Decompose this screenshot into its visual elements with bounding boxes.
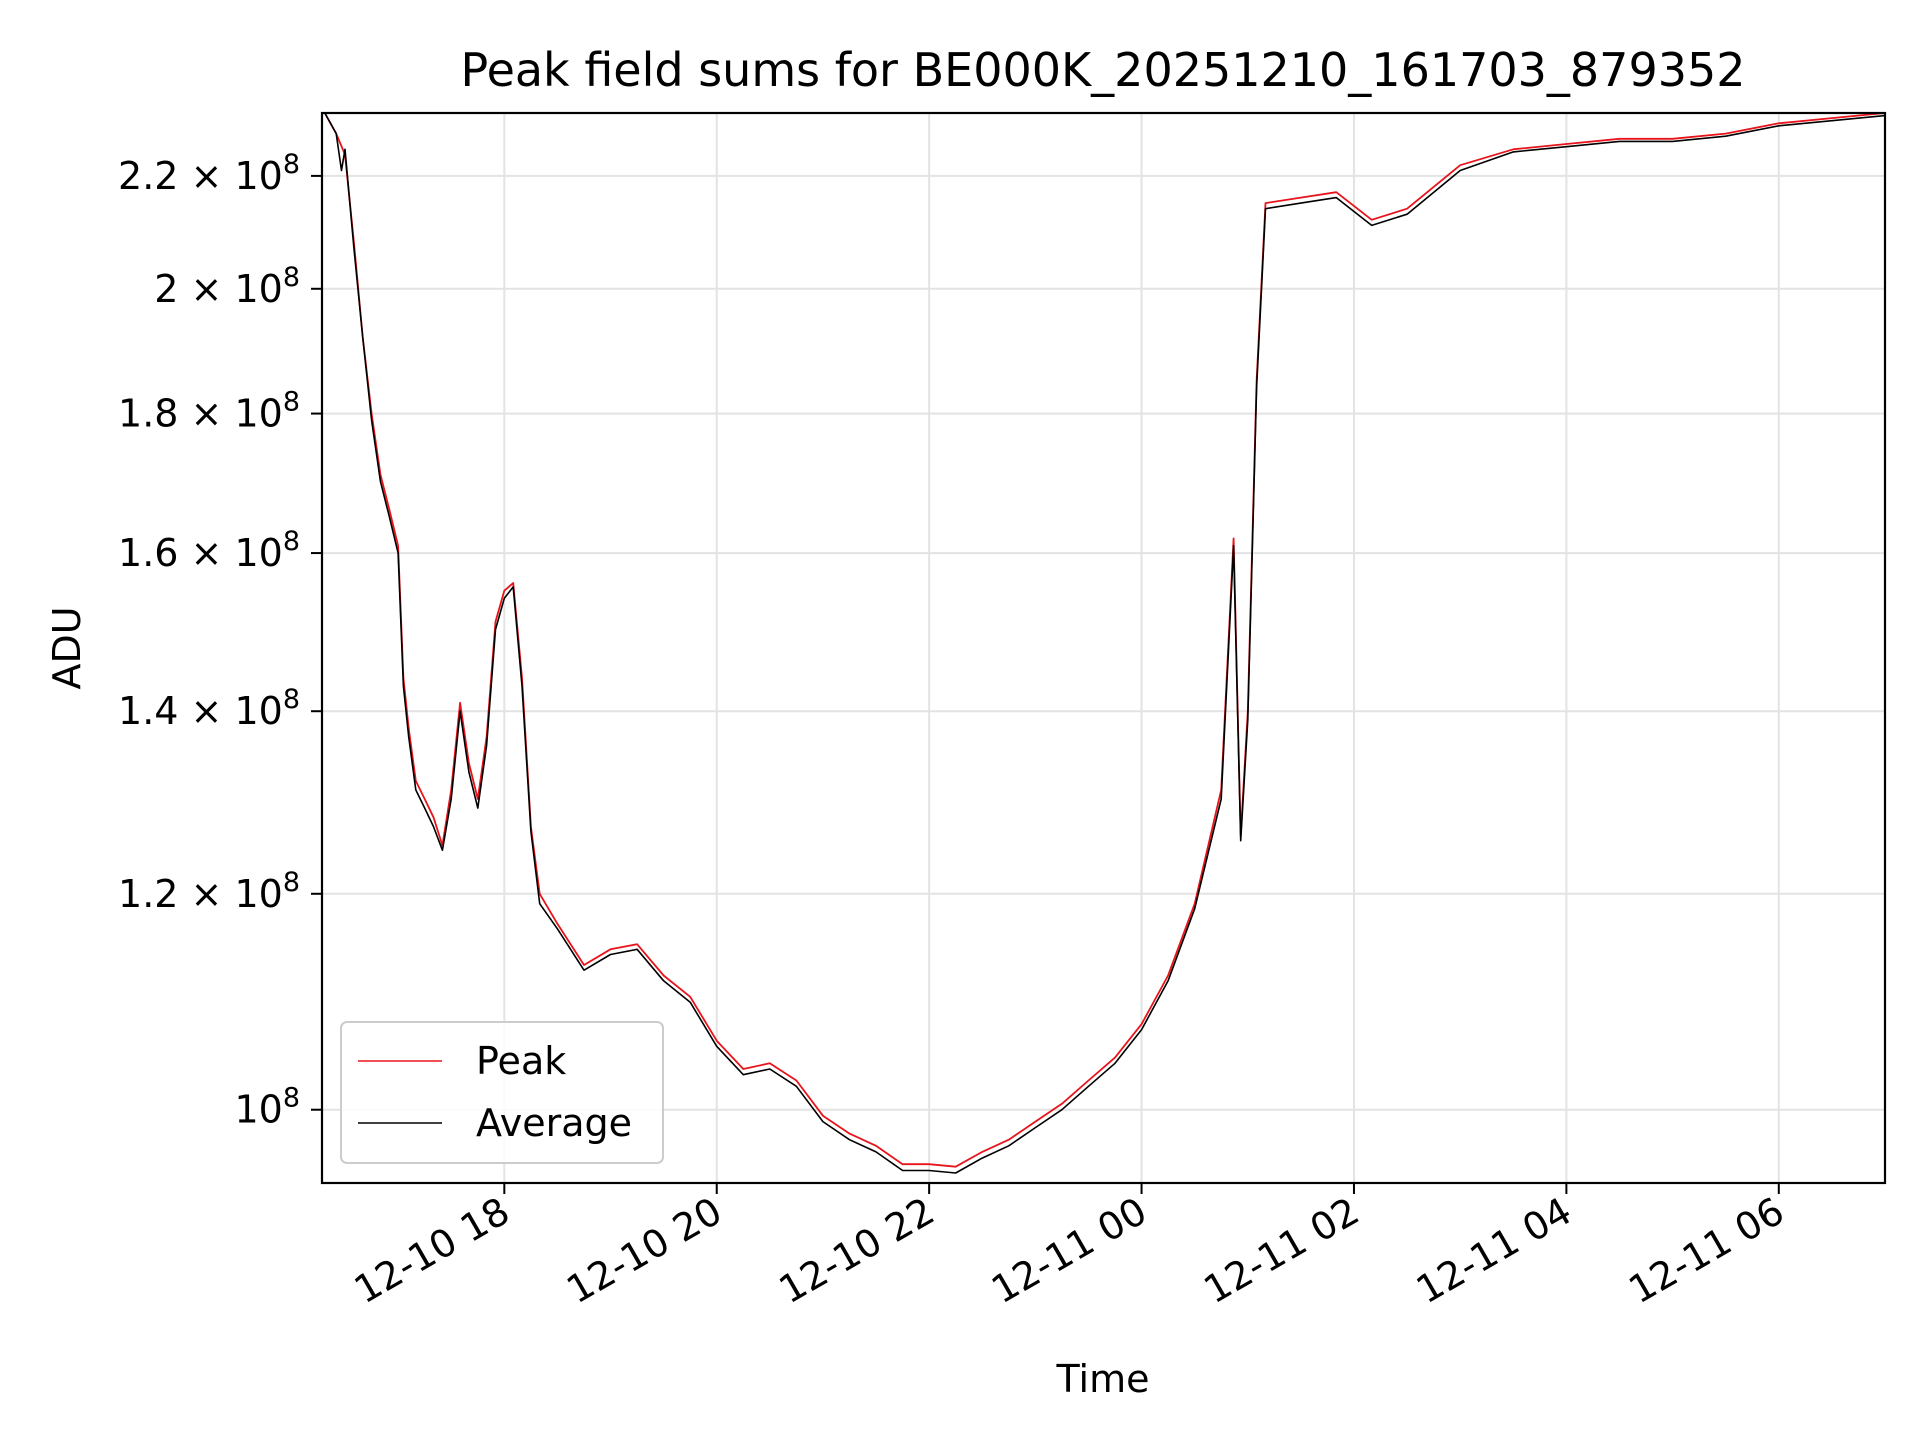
y-tick-exponent: 8 xyxy=(283,149,300,180)
y-tick-label: 2 × 108 xyxy=(154,262,300,311)
y-tick-exponent: 8 xyxy=(283,526,300,557)
plot-background xyxy=(322,113,1885,1183)
legend-label-average: Average xyxy=(476,1101,632,1145)
y-tick-label: 108 xyxy=(234,1083,300,1132)
y-tick-exponent: 8 xyxy=(283,684,300,715)
y-tick-label: 2.2 × 108 xyxy=(118,149,300,198)
legend: Peak Average xyxy=(340,1021,664,1164)
x-axis-title: Time xyxy=(1056,1357,1150,1401)
series-line-average xyxy=(323,113,1885,1174)
plot-frame xyxy=(320,111,1887,1185)
series-lines xyxy=(323,113,1885,1174)
legend-box xyxy=(340,1021,664,1164)
legend-label-peak: Peak xyxy=(476,1039,566,1083)
series-line-peak xyxy=(323,113,1885,1168)
y-axis-title: ADU xyxy=(45,606,89,689)
y-tick-label: 1.4 × 108 xyxy=(118,684,300,733)
grid xyxy=(322,113,1885,1183)
y-tick-label: 1.8 × 108 xyxy=(118,387,300,436)
y-tick-exponent: 8 xyxy=(283,867,300,898)
y-tick-exponent: 8 xyxy=(283,262,300,293)
y-tick-exponent: 8 xyxy=(283,387,300,418)
chart-title: Peak field sums for BE000K_20251210_1617… xyxy=(460,43,1745,97)
y-tick-label: 1.2 × 108 xyxy=(118,867,300,916)
y-tick-label: 1.6 × 108 xyxy=(118,526,300,575)
y-tick-exponent: 8 xyxy=(283,1083,300,1114)
